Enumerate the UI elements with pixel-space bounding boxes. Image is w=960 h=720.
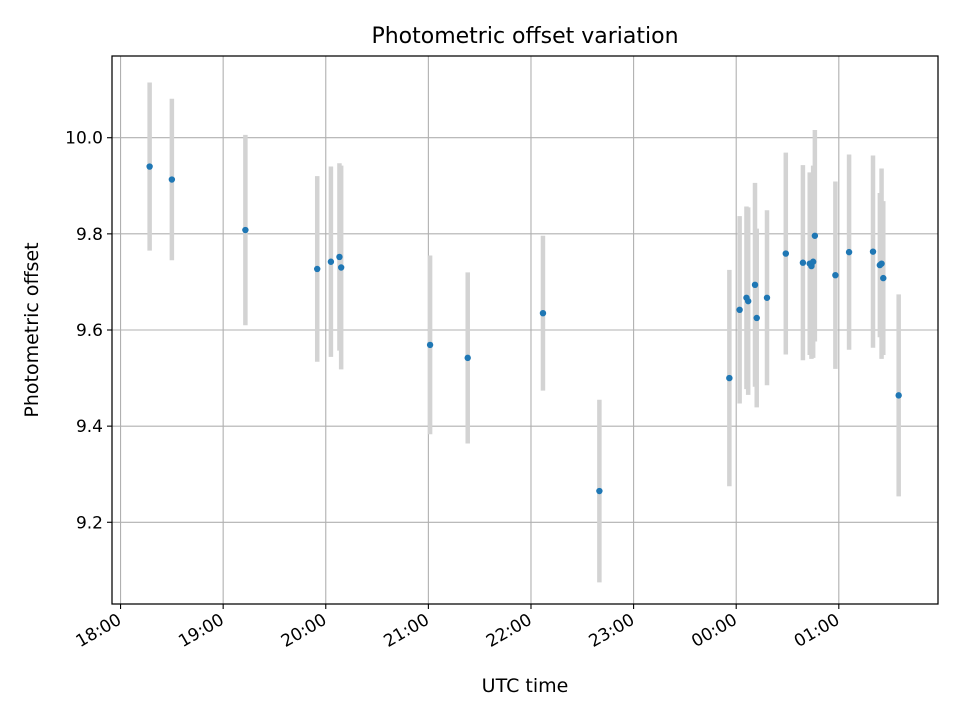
data-point [336,253,343,261]
data-point [314,265,321,273]
data-point [799,259,807,266]
data-point [146,163,153,170]
data-point [751,281,759,289]
y-tick-label: 10.0 [65,129,103,149]
y-tick-label: 9.4 [76,417,103,437]
y-axis-ticks: 9.2 9.4 9.6 9.8 10.0 [65,129,112,533]
data-point [464,354,471,362]
data-point [782,250,789,257]
data-point [895,392,902,399]
data-point [327,258,335,265]
data-point [242,226,249,234]
data-point [809,258,817,265]
data-point [539,309,547,317]
x-axis-label: UTC time [482,675,569,697]
data-point [596,487,603,495]
y-tick-label: 9.6 [76,321,103,341]
data-point [869,248,877,255]
data-point [337,264,345,271]
y-tick-label: 9.2 [76,513,103,533]
data-point [168,176,176,183]
data-point [880,274,887,282]
data-point [832,272,839,279]
y-tick-label: 9.8 [76,225,103,245]
data-point [736,306,743,314]
y-axis-label: Photometric offset [21,242,43,417]
data-point [753,314,760,322]
data-point [878,260,885,267]
grid [112,56,938,604]
data-point [763,294,771,301]
chart-title: Photometric offset variation [371,24,678,49]
data-point [744,297,752,305]
data-point [811,232,819,239]
data-point [845,248,853,256]
data-points [146,163,902,495]
data-point [726,374,733,382]
data-point [426,341,434,349]
